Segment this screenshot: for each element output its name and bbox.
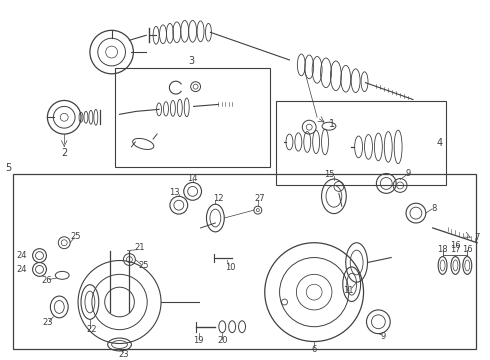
Text: 26: 26 bbox=[41, 276, 52, 285]
Text: 10: 10 bbox=[225, 263, 235, 272]
Text: 27: 27 bbox=[254, 194, 265, 203]
Text: 13: 13 bbox=[170, 188, 180, 197]
Text: 16: 16 bbox=[462, 245, 472, 254]
Text: 9: 9 bbox=[405, 169, 411, 178]
Text: 12: 12 bbox=[213, 194, 223, 203]
Text: 11: 11 bbox=[343, 285, 354, 294]
Text: 8: 8 bbox=[431, 204, 437, 213]
Bar bbox=[115, 68, 270, 167]
Text: 4: 4 bbox=[437, 138, 442, 148]
Bar bbox=[13, 174, 476, 350]
Text: 23: 23 bbox=[118, 350, 129, 359]
Text: 24: 24 bbox=[17, 265, 27, 274]
Text: 23: 23 bbox=[42, 318, 53, 327]
Text: 25: 25 bbox=[138, 261, 148, 270]
Text: 15: 15 bbox=[324, 170, 334, 179]
Text: 18: 18 bbox=[437, 245, 448, 254]
Text: 14: 14 bbox=[187, 174, 198, 183]
Text: 6: 6 bbox=[312, 345, 317, 354]
Text: 3: 3 bbox=[189, 56, 195, 66]
Text: 21: 21 bbox=[134, 243, 145, 252]
Text: 16: 16 bbox=[450, 241, 461, 250]
Text: 19: 19 bbox=[194, 336, 204, 345]
Text: 7: 7 bbox=[474, 233, 480, 242]
Text: 9: 9 bbox=[381, 332, 386, 341]
Text: 5: 5 bbox=[5, 163, 11, 173]
Text: 22: 22 bbox=[87, 325, 97, 334]
Text: 20: 20 bbox=[217, 336, 227, 345]
Bar bbox=[276, 102, 445, 185]
Text: 25: 25 bbox=[71, 232, 81, 241]
Text: 1: 1 bbox=[329, 119, 335, 129]
Text: 2: 2 bbox=[61, 148, 67, 158]
Text: 17: 17 bbox=[450, 245, 461, 254]
Text: 24: 24 bbox=[17, 251, 27, 260]
